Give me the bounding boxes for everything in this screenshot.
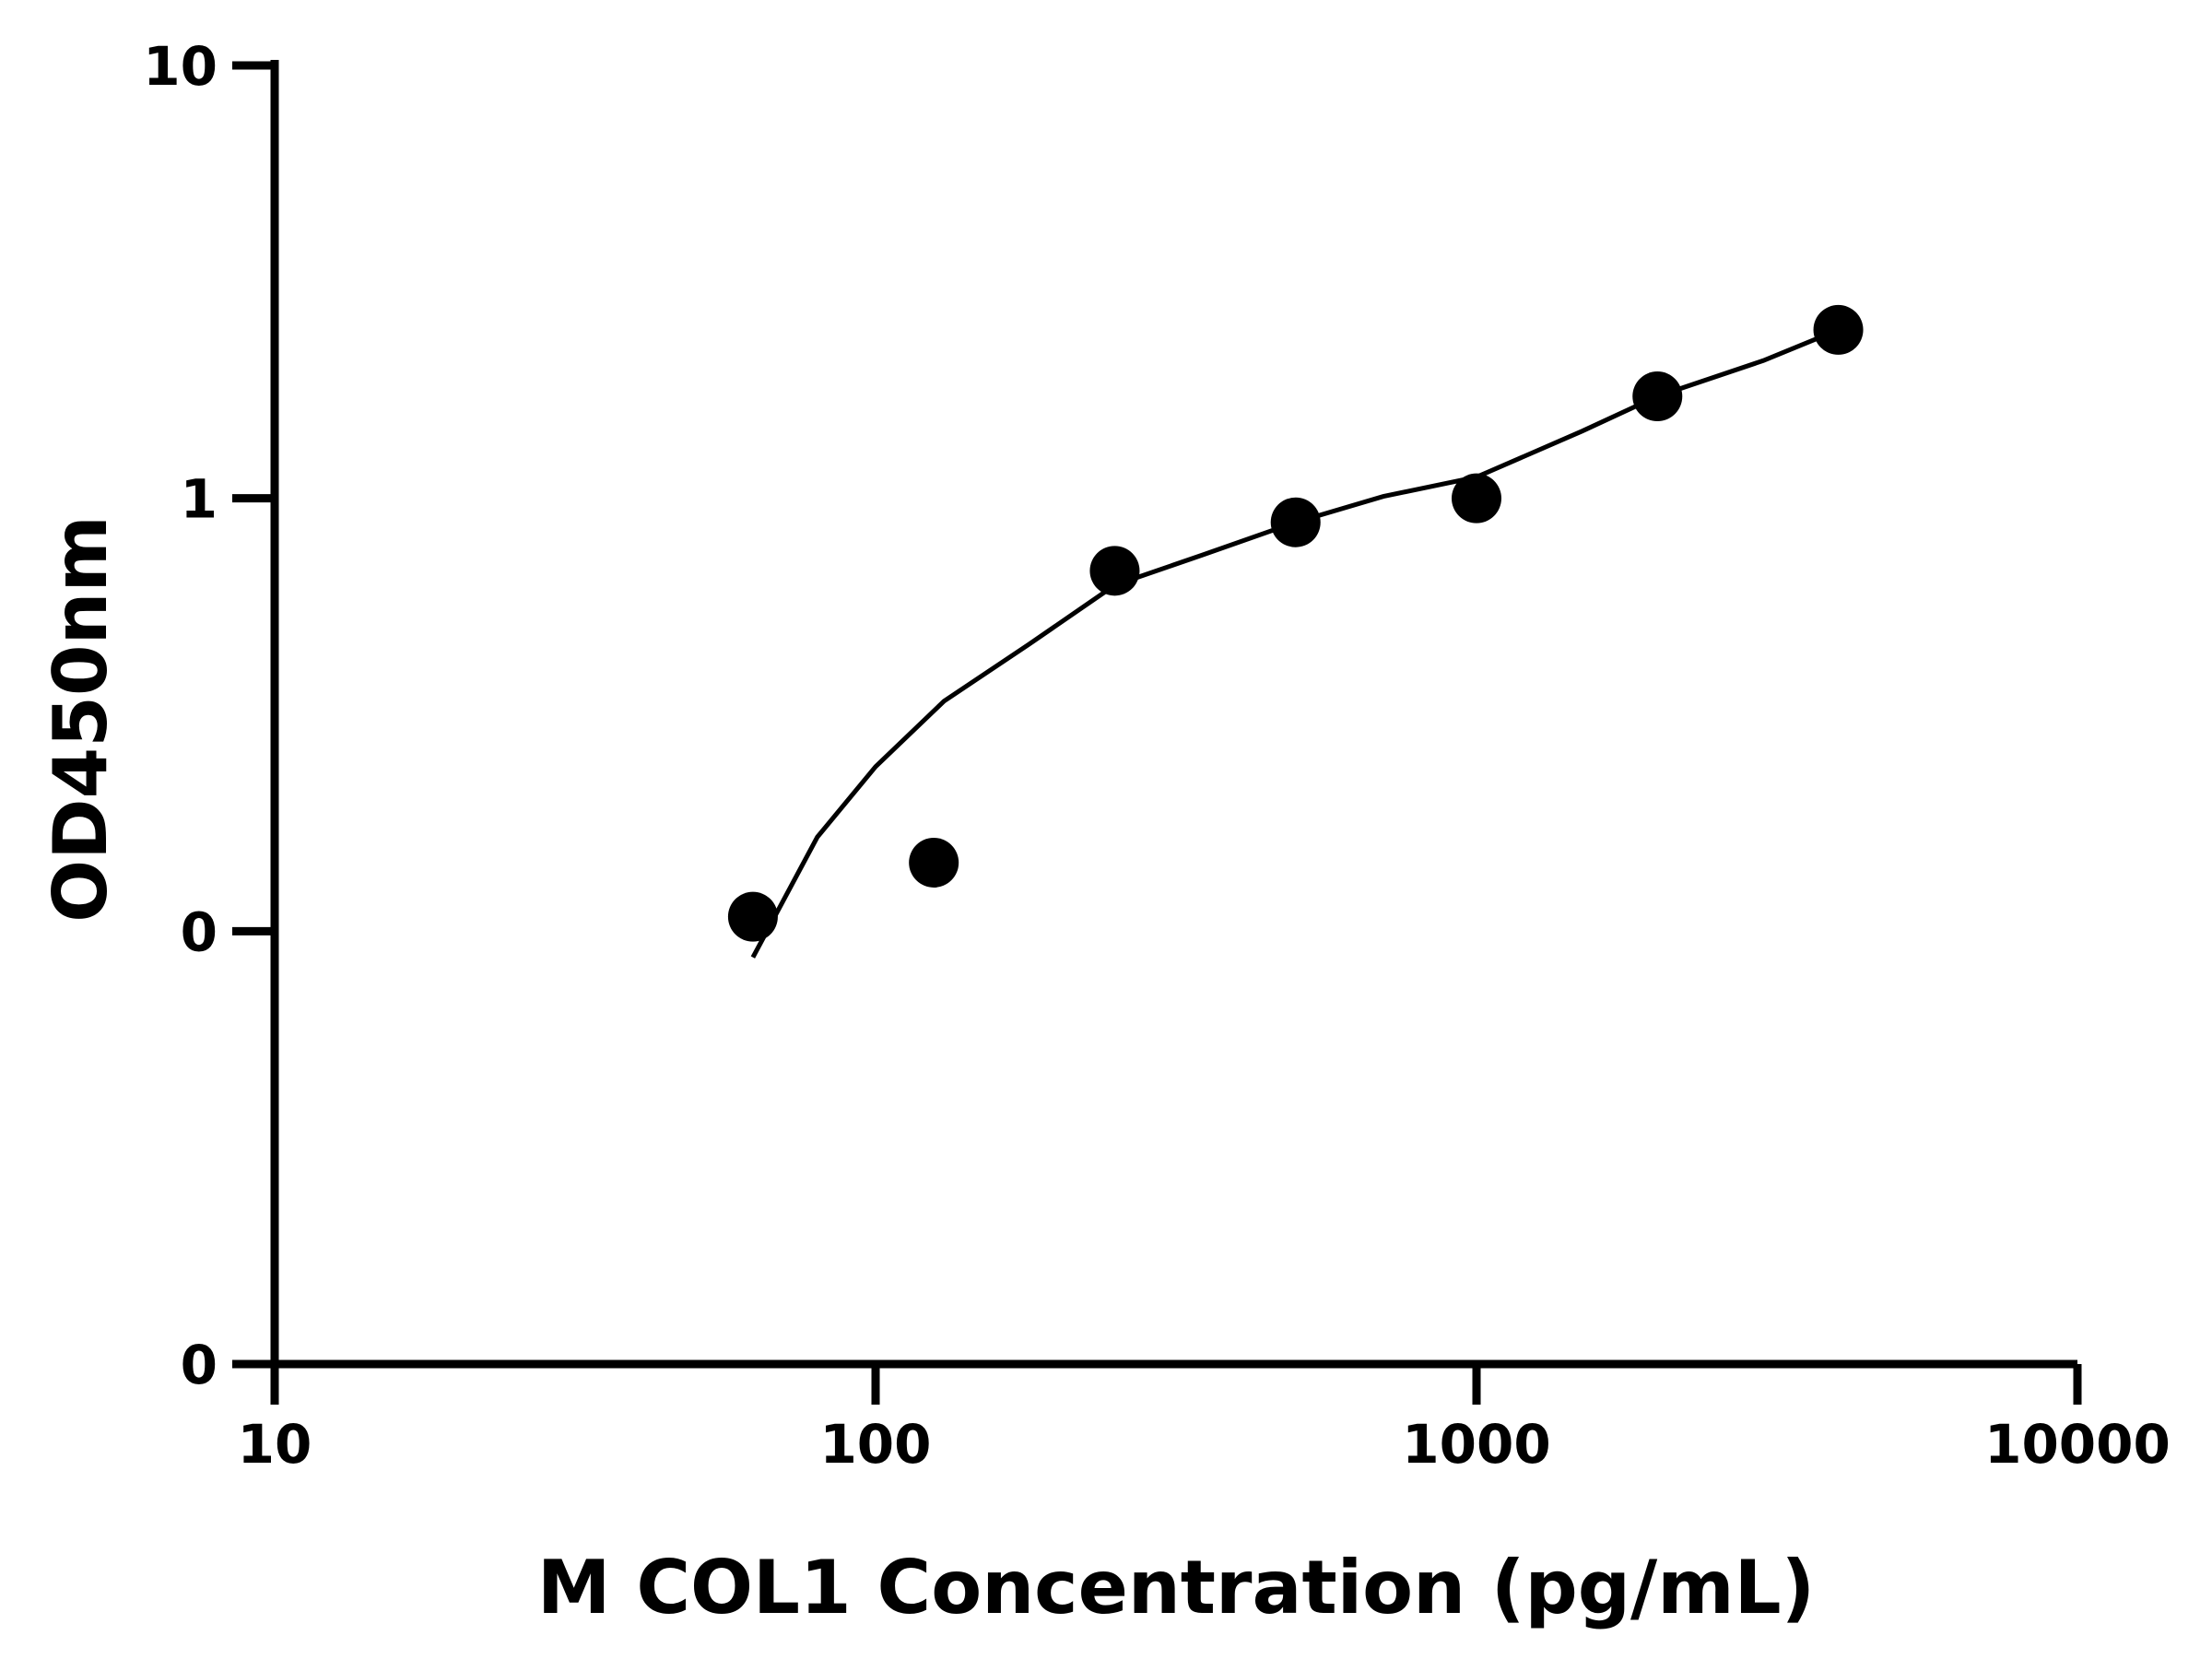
x-tick-label: 10: [238, 1413, 312, 1476]
data-point: [1452, 473, 1501, 524]
data-point: [1813, 304, 1864, 355]
x-tick-label: 10000: [1984, 1413, 2171, 1476]
data-points: [727, 304, 1864, 942]
data-point: [909, 837, 959, 888]
y-tick-label: 1: [181, 468, 218, 531]
y-tick-label: 0: [181, 1334, 218, 1396]
x-tick-label: 100: [819, 1413, 931, 1476]
data-point: [727, 891, 778, 942]
axes: [270, 60, 2077, 1369]
y-tick-label: 10: [143, 35, 218, 98]
data-point: [1632, 371, 1683, 422]
x-axis-title: M COL1 Concentration (pg/mL): [537, 1545, 1815, 1630]
data-point: [1089, 546, 1140, 596]
data-point: [1270, 497, 1321, 547]
x-ticks: 10 100 1000 10000: [238, 1364, 2171, 1476]
y-axis-title: OD450nm: [38, 515, 124, 923]
x-tick-label: 1000: [1402, 1413, 1550, 1476]
y-tick-label: 0: [181, 900, 218, 963]
y-ticks: 0 0 1 10: [143, 35, 275, 1396]
